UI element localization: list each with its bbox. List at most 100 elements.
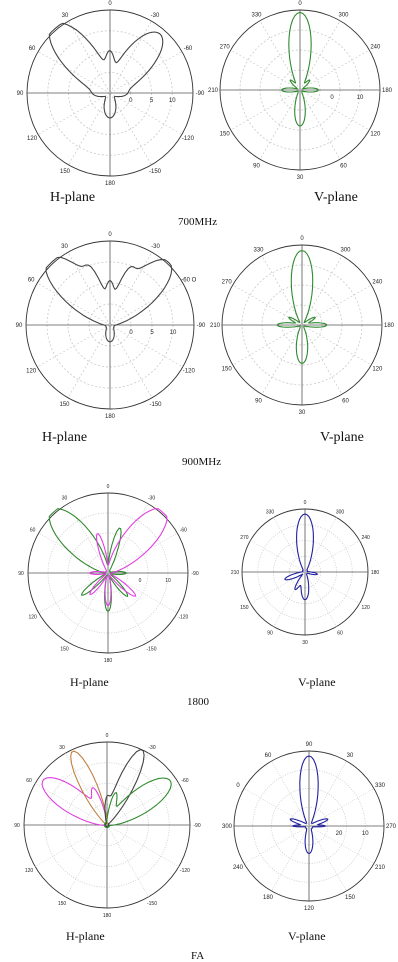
row1-caption: 700MHz [178, 216, 218, 228]
radial-tick-label: 10 [169, 98, 176, 104]
angle-tick-label: 0 [300, 236, 304, 242]
angle-tick-label: 270 [240, 535, 249, 541]
spoke-330 [273, 517, 306, 573]
series-black-curve [104, 748, 145, 828]
angle-tick-label: 300 [338, 13, 349, 19]
angle-tick-label: 180 [371, 570, 380, 576]
angle-tick-label: 0 [304, 500, 307, 506]
angle-tick-label: 240 [361, 535, 370, 541]
series-magenta-curve [41, 777, 110, 828]
spoke-210 [68, 92, 111, 166]
spoke-30 [299, 20, 341, 91]
spoke-60 [304, 540, 360, 573]
angle-tick-label: -150 [149, 169, 162, 175]
angle-tick-label: 30 [59, 745, 65, 751]
spoke-240 [243, 825, 310, 864]
spoke-300 [37, 51, 111, 94]
angle-tick-label: 90 [255, 398, 262, 404]
polar-chart-3: 0 30 -30 60 -60 O 90 -90 120 -120 150 -150 180 0 5 10 [16, 232, 206, 420]
angle-tick-label: 150 [240, 605, 249, 611]
angle-tick-label: 60 [337, 631, 343, 637]
spoke-150 [299, 89, 341, 160]
angle-tick-label: 300 [336, 509, 345, 515]
angle-tick-label: 30 [302, 640, 308, 646]
angle-tick-label: 90 [16, 323, 23, 329]
angle-tick-label: 180 [263, 895, 274, 901]
angle-tick-label: -90 [197, 323, 206, 329]
radial-tick-label: 5 [150, 330, 154, 336]
radial-tick-label: 10 [165, 578, 171, 584]
row3-caption: 1800 [187, 696, 209, 708]
angle-tick-label: 0 [108, 1, 112, 7]
angle-tick-label: 180 [382, 88, 393, 94]
angle-tick-label: 300 [340, 248, 351, 254]
spoke-120 [308, 825, 375, 864]
spoke-120 [109, 324, 183, 368]
series-green-curve [103, 777, 172, 829]
angle-tick-label: 240 [372, 280, 383, 286]
angle-tick-label: -90 [196, 91, 205, 97]
angle-tick-label: -90 [193, 823, 200, 829]
angle-tick-label: 0 [236, 783, 240, 789]
angle-tick-label: 330 [375, 783, 386, 789]
spoke-60 [109, 51, 183, 94]
radial-tick-label: 10 [362, 831, 369, 837]
angle-tick-label: -150 [147, 901, 157, 907]
series-black-curve [48, 22, 164, 119]
spoke-330 [271, 760, 310, 827]
angle-tick-label: -60 O [181, 278, 196, 284]
angle-tick-label: 240 [370, 45, 381, 51]
angle-tick-label: 150 [220, 132, 231, 138]
spoke-60 [109, 282, 183, 326]
row1-hplane-title: H-plane [50, 190, 96, 205]
angle-tick-label: 180 [104, 658, 113, 664]
spoke-120 [109, 92, 183, 135]
row2-hplane-title: H-plane [42, 430, 88, 445]
angle-tick-label: -30 [148, 496, 155, 502]
spoke-30 [304, 517, 337, 573]
angle-tick-label: 120 [370, 132, 381, 138]
angle-tick-label: 270 [222, 280, 233, 286]
angle-tick-label: 30 [61, 244, 68, 250]
spoke-330 [67, 503, 109, 574]
angle-tick-label: 240 [233, 865, 244, 871]
spoke-300 [232, 284, 303, 326]
angle-tick-label: -60 [181, 778, 188, 784]
series-green-curve [48, 508, 129, 613]
angle-tick-label: 60 [26, 778, 32, 784]
angle-tick-label: 180 [105, 181, 116, 187]
angle-tick-label: 180 [105, 414, 116, 420]
spoke-150 [301, 324, 343, 395]
radial-tick-label: 0 [139, 578, 142, 584]
spoke-240 [37, 92, 111, 135]
spoke-120 [299, 89, 370, 131]
angle-tick-label: 210 [210, 323, 221, 329]
spoke-240 [230, 89, 301, 131]
angle-tick-label: -30 [151, 13, 160, 19]
spoke-60 [107, 532, 178, 574]
angle-tick-label: 90 [306, 742, 313, 748]
angle-tick-label: 60 [29, 46, 36, 52]
spoke-300 [250, 540, 306, 573]
angle-tick-label: -150 [149, 402, 162, 408]
angle-tick-label: -60 [184, 46, 193, 52]
series-green-curve [276, 250, 328, 364]
spoke-300 [37, 282, 111, 326]
angle-tick-label: 210 [231, 570, 240, 576]
angle-tick-label: 120 [304, 906, 315, 912]
angle-tick-label: 0 [298, 1, 302, 7]
radial-tick-label: 0 [129, 330, 133, 336]
row3-vplane-title: V-plane [298, 675, 336, 689]
angle-tick-label: 120 [27, 136, 38, 142]
row2-vplane-title: V-plane [320, 430, 364, 445]
angle-tick-label: 90 [18, 571, 24, 577]
spoke-120 [106, 824, 180, 867]
spoke-210 [271, 825, 310, 892]
angle-tick-label: 60 [342, 398, 349, 404]
spoke-330 [67, 252, 111, 326]
spoke-150 [308, 825, 347, 892]
radial-tick-label: 20 [336, 831, 343, 837]
spoke-60 [308, 788, 375, 827]
polar-chart-6: 0 330 300 270 240 210 180 150 120 90 60 30 [231, 500, 380, 646]
